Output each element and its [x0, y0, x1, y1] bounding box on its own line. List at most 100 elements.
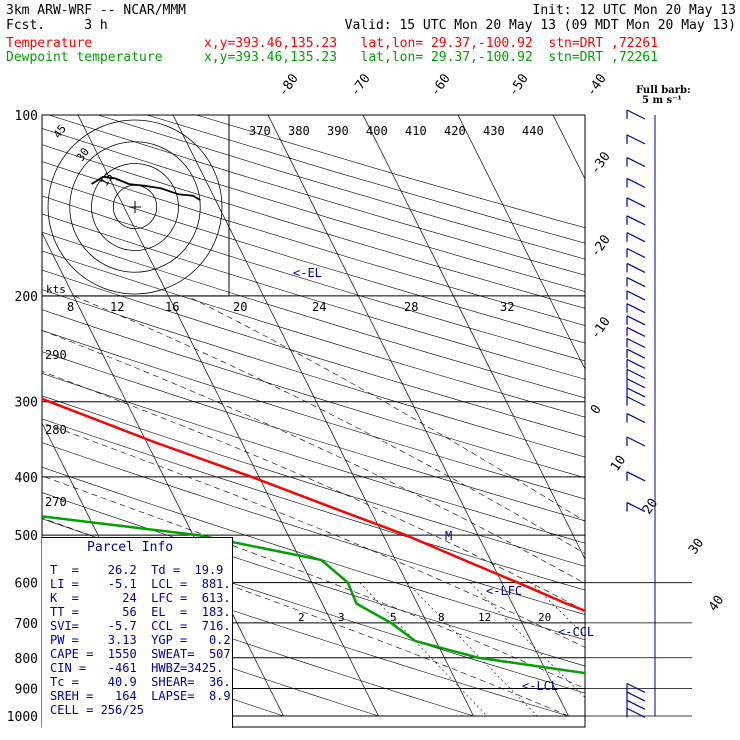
parcel-info-row: SREH = 164 LAPSE= 8.9	[50, 689, 231, 703]
theta-label: 400	[366, 124, 388, 138]
temperature-profile	[42, 397, 585, 613]
parcel-info-row: CELL = 256/25	[50, 703, 144, 717]
m-marker: M	[445, 529, 452, 543]
plot-frame	[41, 114, 586, 728]
parcel-info-row: CIN = -461 HWBZ=3425.	[50, 661, 224, 675]
valid-time: Valid: 15 UTC Mon 20 May 13 (09 MDT Mon …	[344, 18, 736, 33]
wind-barb	[626, 276, 646, 288]
dry-adiabat	[42, 269, 585, 438]
wind-barb	[626, 368, 646, 379]
parcel-info-row: Tc = 40.9 SHEAR= 36.	[50, 675, 231, 689]
temperature-tick-label: -40	[584, 71, 610, 99]
wind-barb	[626, 262, 646, 273]
wind-barb	[626, 315, 646, 326]
temperature-tick-label: -20	[588, 232, 614, 260]
isotherm-line	[267, 115, 569, 717]
moist-adiabat	[42, 371, 585, 612]
pressure-tick-label: 800	[15, 652, 38, 667]
hodograph-ring-label: 45	[51, 122, 69, 140]
dry-adiabat	[42, 231, 585, 399]
mixing-ratio-line	[359, 582, 488, 717]
parcel-info-row: K = 24 LFC = 613.	[50, 591, 231, 605]
hodograph-ring	[47, 119, 223, 295]
dry-adiabat	[42, 418, 585, 591]
wind-barb	[626, 413, 646, 424]
pressure-tick-label: 900	[15, 682, 38, 697]
wind-barb	[626, 707, 646, 718]
mixing-ratio-label-upper: 28	[404, 300, 418, 314]
parcel-info-row: CAPE = 1550 SWEAT= 507	[50, 647, 231, 661]
pressure-tick-label: 500	[15, 529, 38, 544]
barb-legend-title: Full barb:	[636, 85, 691, 96]
isotherm-line	[362, 115, 585, 560]
dry-adiabat	[42, 351, 585, 522]
wind-barb	[626, 358, 646, 369]
mixing-ratio-label-lower: 2	[298, 611, 305, 624]
wind-barb	[626, 134, 646, 145]
legend-dewpoint-label: Dewpoint temperature	[6, 50, 163, 65]
mixing-ratio-label-lower: 12	[478, 611, 491, 624]
temperature-tick-label: 20	[640, 496, 661, 517]
temperature-tick-label: -30	[588, 149, 614, 177]
mixing-ratio-label-upper: 24	[312, 300, 326, 314]
mixing-ratio-line	[586, 583, 727, 716]
wind-barb	[626, 682, 646, 694]
barb-legend-value: 5 m s⁻¹	[642, 95, 682, 106]
parcel-info-row: T = 26.2 Td = 19.9	[50, 563, 224, 577]
dry-adiabat	[147, 115, 585, 244]
el-marker: <-EL	[293, 266, 322, 280]
moist-adiabat	[42, 475, 585, 689]
isotherm-line	[457, 115, 585, 370]
parcel-info-row: PW = 3.13 YGP = 0.2	[50, 633, 231, 647]
wind-barb	[626, 109, 646, 120]
wind-barb	[626, 215, 646, 226]
temperature-tick-label: 30	[686, 536, 707, 557]
dry-adiabat	[42, 573, 474, 717]
hodograph-ring	[69, 141, 201, 273]
hodograph-units: kts	[46, 283, 66, 296]
theta-label: 380	[288, 124, 310, 138]
mixing-ratio-line	[407, 582, 538, 717]
mixing-ratio-label-upper: 32	[500, 300, 514, 314]
mixing-ratio-line	[658, 583, 740, 716]
temperature-tick-label: 10	[608, 453, 629, 474]
theta-label: 440	[522, 124, 544, 138]
mixing-ratio-label-lower: 5	[390, 611, 397, 624]
pressure-tick-label: 600	[15, 577, 38, 592]
mixing-ratio-label-upper: 8	[67, 300, 74, 314]
temperature-tick-label: -60	[428, 71, 454, 99]
temperature-tick-label: -10	[588, 314, 614, 342]
isotherm-line	[172, 115, 474, 717]
wind-barb	[626, 502, 646, 513]
mixing-ratio-label-lower: 20	[538, 611, 551, 624]
dry-adiabat	[42, 395, 585, 567]
temperature-tick-label: 40	[706, 593, 727, 614]
theta-e-label: 290	[45, 348, 67, 362]
theta-e-label: 270	[45, 495, 67, 509]
wind-barb	[626, 177, 646, 189]
wind-barb	[626, 247, 646, 259]
mixing-ratio-label-lower: 8	[438, 611, 445, 624]
dewpoint-profile	[42, 515, 585, 675]
wind-barb	[626, 290, 646, 301]
temperature-tick-label: -50	[506, 71, 532, 99]
temperature-tick-label: 0	[588, 402, 605, 417]
dry-adiabat	[42, 250, 585, 418]
isotherm-line	[648, 115, 740, 716]
theta-label: 390	[327, 124, 349, 138]
wind-barb	[626, 232, 646, 243]
dry-adiabat	[42, 602, 379, 717]
dry-adiabat	[42, 195, 585, 362]
forecast-hour: Fcst. 3 h	[6, 18, 108, 33]
wind-barb	[626, 197, 646, 208]
wind-barb	[626, 387, 646, 398]
temperature-tick-label: -80	[276, 71, 302, 99]
init-time: Init: 12 UTC Mon 20 May 13	[532, 3, 737, 18]
pressure-tick-label: 1000	[7, 710, 38, 725]
model-title: 3km ARW-WRF -- NCAR/MMM	[6, 3, 187, 18]
temperature-tick-label: -70	[348, 71, 374, 99]
isotherm-line	[77, 115, 379, 717]
hodograph-ring-label: 15	[98, 170, 116, 188]
pressure-tick-label: 700	[15, 617, 38, 632]
pressure-tick-label: 400	[15, 471, 38, 486]
